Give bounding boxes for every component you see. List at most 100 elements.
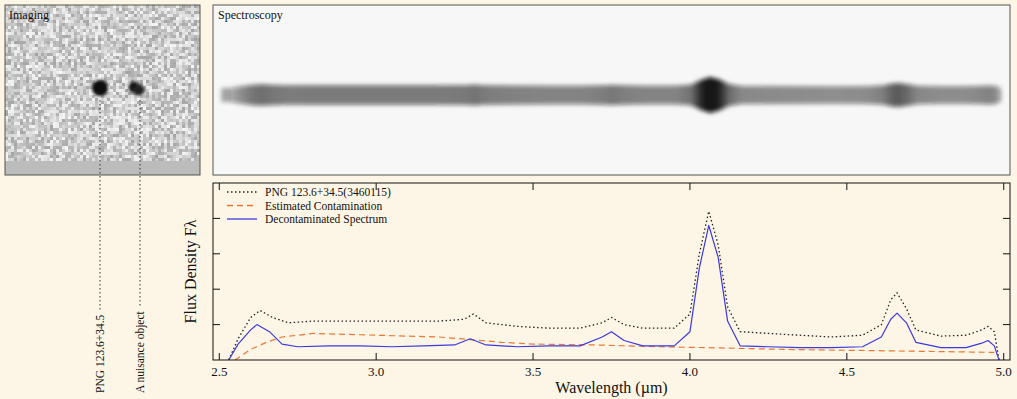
imaging-noise [83,50,86,53]
imaging-noise [86,74,89,77]
imaging-noise [80,71,83,74]
imaging-noise [119,35,122,38]
imaging-noise [152,59,155,62]
imaging-noise [32,89,35,92]
imaging-noise [161,23,164,26]
imaging-noise [89,86,92,89]
imaging-noise [26,53,29,56]
imaging-noise [164,50,167,53]
imaging-noise [65,38,68,41]
imaging-noise [149,62,152,65]
imaging-noise [188,89,191,92]
imaging-noise [86,32,89,35]
imaging-noise [83,14,86,17]
imaging-noise [107,71,110,74]
imaging-noise [149,20,152,23]
imaging-noise [44,65,47,68]
imaging-noise [155,23,158,26]
imaging-noise [83,68,86,71]
imaging-noise [41,26,44,29]
imaging-noise [50,35,53,38]
imaging-noise [185,77,188,80]
imaging-noise [50,26,53,29]
imaging-noise [56,44,59,47]
imaging-noise [125,35,128,38]
imaging-noise [179,26,182,29]
imaging-noise [134,53,137,56]
imaging-noise [71,11,74,14]
imaging-noise [170,11,173,14]
imaging-noise [164,26,167,29]
imaging-noise [167,50,170,53]
imaging-noise [77,92,80,95]
imaging-noise [194,71,197,74]
imaging-noise [182,65,185,68]
imaging-noise [131,44,134,47]
imaging-noise [179,23,182,26]
imaging-noise [176,83,179,86]
imaging-noise [146,89,149,92]
imaging-noise [62,68,65,71]
imaging-noise [53,59,56,62]
imaging-noise [95,68,98,71]
imaging-noise [68,62,71,65]
imaging-noise [14,59,17,62]
imaging-noise [131,38,134,41]
imaging-noise [143,74,146,77]
imaging-noise [56,32,59,35]
imaging-noise [86,14,89,17]
imaging-noise [131,62,134,65]
imaging-noise [68,38,71,41]
imaging-noise [125,92,128,95]
imaging-noise [137,50,140,53]
imaging-noise [14,62,17,65]
imaging-noise [65,14,68,17]
imaging-noise [122,71,125,74]
imaging-noise [65,26,68,29]
imaging-noise [137,80,140,83]
imaging-noise [38,47,41,50]
imaging-noise [116,41,119,44]
imaging-noise [95,26,98,29]
imaging-noise [155,80,158,83]
imaging-noise [65,74,68,77]
imaging-noise [155,74,158,77]
imaging-noise [107,17,110,20]
imaging-noise [170,68,173,71]
imaging-noise [110,11,113,14]
imaging-noise [68,92,71,95]
imaging-noise [116,92,119,95]
imaging-noise [149,29,152,32]
imaging-noise [131,59,134,62]
imaging-noise [8,95,11,98]
imaging-noise [68,95,71,98]
imaging-noise [113,83,116,86]
imaging-noise [167,44,170,47]
imaging-noise [176,32,179,35]
imaging-noise [83,44,86,47]
imaging-noise [20,56,23,59]
imaging-noise [101,17,104,20]
imaging-noise [23,74,26,77]
imaging-noise [98,20,101,23]
imaging-noise [71,77,74,80]
imaging-noise [11,74,14,77]
imaging-noise [158,59,161,62]
imaging-noise [26,35,29,38]
imaging-noise [62,65,65,68]
imaging-noise [59,50,62,53]
imaging-noise [176,38,179,41]
imaging-noise [56,56,59,59]
imaging-noise [53,44,56,47]
imaging-noise [110,74,113,77]
imaging-noise [86,35,89,38]
imaging-noise [68,23,71,26]
imaging-noise [74,32,77,35]
imaging-noise [20,65,23,68]
imaging-noise [59,26,62,29]
imaging-noise [167,47,170,50]
imaging-noise [170,59,173,62]
imaging-noise [191,83,194,86]
imaging-noise [194,80,197,83]
imaging-noise [119,23,122,26]
